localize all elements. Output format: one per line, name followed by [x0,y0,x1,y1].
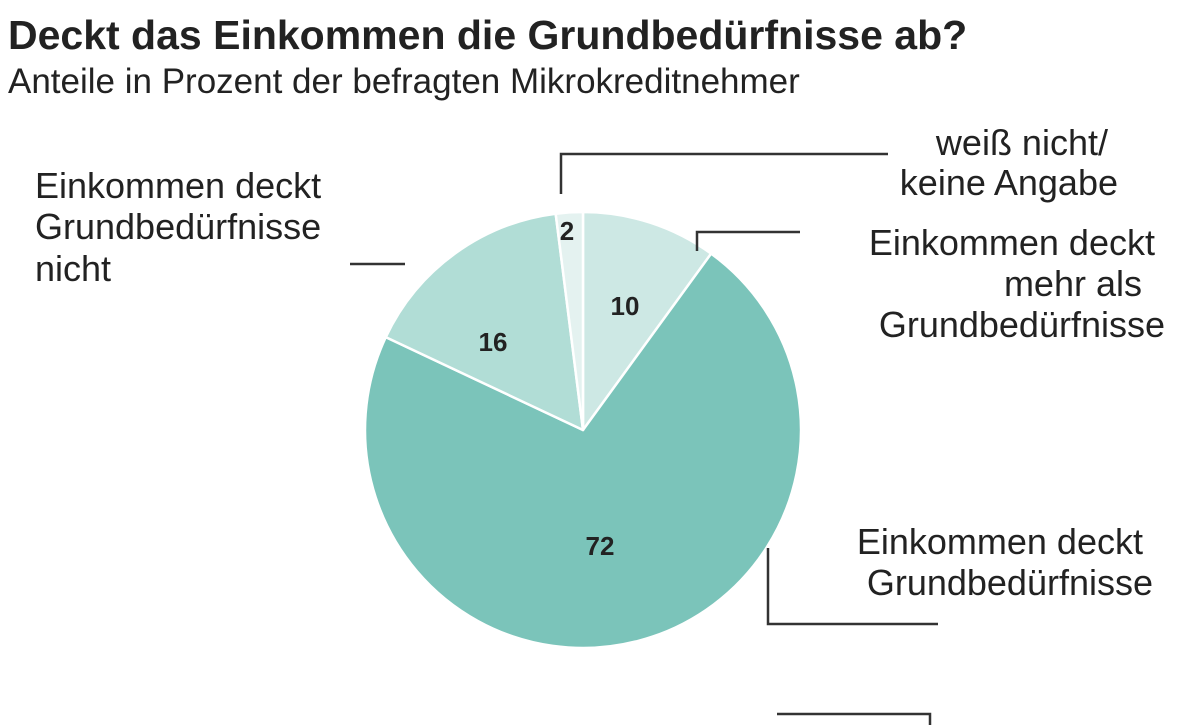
leader-line-covers [766,548,938,626]
leader-line-partial [777,712,932,725]
value-label-covers: 72 [586,531,615,561]
chart-title: Deckt das Einkommen die Grundbedürfnisse… [8,12,967,58]
value-label-unknown: 2 [560,216,574,246]
pie-slice-0 [581,210,713,432]
pie-slice-3 [554,210,585,432]
chart-subtitle: Anteile in Prozent der befragten Mikrokr… [8,62,800,101]
value-label-not: 16 [479,327,508,357]
slice-label-covers: Einkommen deckt Grundbedürfnisse [857,521,1153,603]
pie-slices [363,210,803,650]
slice-label-not: Einkommen deckt Grundbedürfnisse nicht [35,165,331,289]
pie-slice-1 [363,252,803,650]
leader-line-unknown [559,152,888,194]
leader-line-more [695,230,800,251]
value-label-more: 10 [611,291,640,321]
pie-slice-2 [384,212,585,432]
slice-label-more: Einkommen deckt mehr als Grundbedürfniss… [869,222,1165,345]
slice-label-unknown: weiß nicht/ keine Angabe [900,122,1118,203]
